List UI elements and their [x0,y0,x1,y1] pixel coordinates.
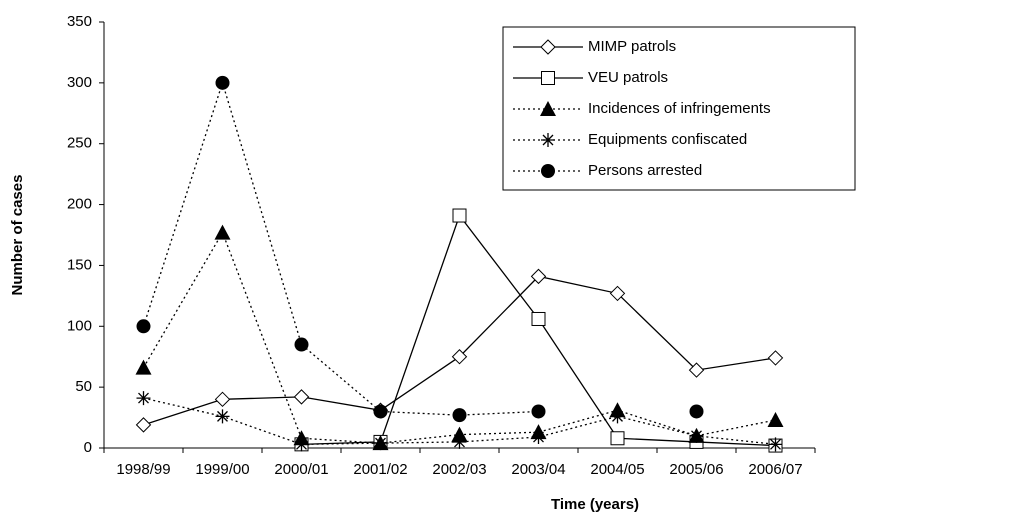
marker [540,39,556,55]
marker [767,412,784,428]
y-tick-label: 100 [67,317,92,334]
y-tick-label: 250 [67,135,92,152]
marker [768,437,783,452]
x-tick-label: 2002/03 [432,461,486,478]
marker [452,434,467,449]
y-tick-label: 300 [67,74,92,91]
y-tick-label: 200 [67,196,92,213]
marker [531,311,546,326]
marker [541,164,555,178]
x-tick-label: 1998/99 [116,461,170,478]
y-tick-label: 50 [75,378,92,395]
marker [541,71,555,85]
marker [136,319,151,334]
legend-label: VEU patrols [588,69,668,86]
marker [214,224,231,240]
x-tick-label: 2003/04 [511,461,565,478]
marker [373,436,388,451]
marker [610,409,625,424]
marker [609,285,626,302]
legend-label: Equipments confiscated [588,131,747,148]
marker [373,404,388,419]
marker [531,404,546,419]
series-line [142,80,539,416]
y-axis-label: Number of cases [9,175,26,296]
marker [541,133,555,147]
x-tick-label: 2000/01 [274,461,328,478]
marker [530,268,547,285]
legend-box [502,26,856,191]
y-tick-label: 150 [67,256,92,273]
marker [767,350,784,366]
x-tick-label: 2001/02 [353,461,407,478]
y-tick-label: 0 [84,439,92,456]
x-axis-label: Time (years) [551,496,639,513]
marker [452,408,467,423]
legend-label: MIMP patrols [588,38,676,55]
marker [531,430,546,445]
marker [135,359,152,375]
marker [451,349,468,365]
marker [215,75,230,90]
marker [688,362,705,378]
legend-label: Persons arrested [588,162,702,179]
marker [294,437,309,452]
x-tick-label: 2004/05 [590,461,644,478]
marker [215,409,230,424]
marker [293,389,310,405]
marker [610,431,625,446]
marker [540,101,556,116]
x-tick-label: 2006/07 [748,461,802,478]
x-tick-label: 1999/00 [195,461,249,478]
legend-label: Incidences of infringements [588,100,771,117]
marker [135,417,152,433]
marker [214,391,231,408]
y-tick-label: 350 [67,13,92,30]
x-tick-label: 2005/06 [669,461,723,478]
marker [689,404,704,419]
marker [294,337,309,352]
marker [452,208,467,223]
marker [136,391,151,406]
marker [689,428,704,443]
